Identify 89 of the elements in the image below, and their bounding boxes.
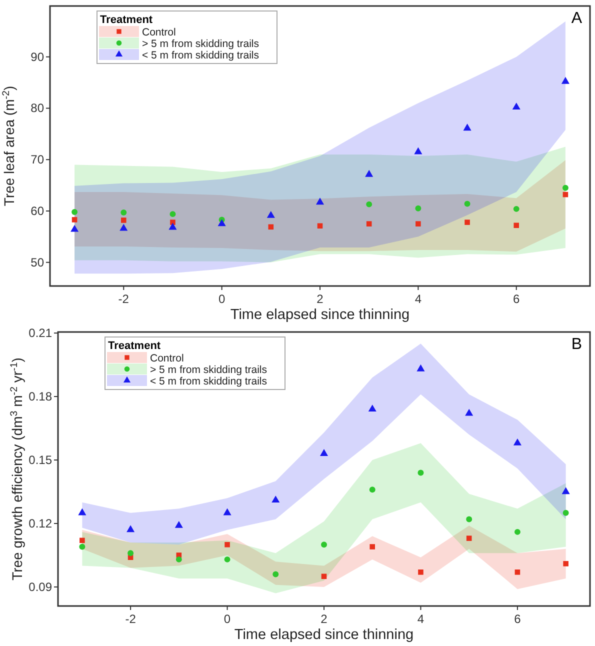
x-tick-label: 2 bbox=[320, 612, 328, 626]
point bbox=[320, 449, 328, 456]
y-tick-label: 90 bbox=[30, 50, 44, 64]
point bbox=[126, 525, 135, 532]
point bbox=[513, 438, 522, 446]
point bbox=[321, 574, 327, 580]
point bbox=[416, 364, 425, 372]
point bbox=[562, 510, 569, 516]
point bbox=[463, 124, 472, 131]
point bbox=[368, 404, 376, 412]
point bbox=[120, 218, 126, 223]
point bbox=[266, 210, 275, 218]
x-axis-title: Time elapsed since thinning bbox=[234, 627, 414, 643]
x-axis-title: Time elapsed since thinning bbox=[230, 307, 410, 323]
annotation: B bbox=[571, 336, 582, 353]
point bbox=[72, 217, 78, 222]
x-tick-label: 6 bbox=[513, 292, 520, 306]
point bbox=[562, 184, 568, 191]
point bbox=[465, 408, 474, 416]
point bbox=[272, 571, 279, 578]
point bbox=[80, 538, 85, 544]
point bbox=[464, 200, 470, 207]
legend-label: Control bbox=[142, 26, 176, 38]
y-tick-label: 0.21 bbox=[28, 326, 52, 340]
x-tick-label: 2 bbox=[316, 292, 324, 306]
legend-label: > 5 m from skidding trails bbox=[142, 38, 259, 50]
x-tick-label: 4 bbox=[417, 612, 424, 626]
point bbox=[514, 570, 520, 575]
y-tick-label: 0.09 bbox=[28, 580, 52, 594]
point bbox=[464, 220, 470, 225]
point bbox=[513, 206, 520, 212]
point bbox=[70, 224, 79, 232]
point bbox=[365, 170, 374, 177]
y-tick-label: 60 bbox=[30, 204, 44, 218]
point bbox=[415, 205, 422, 212]
point bbox=[120, 210, 127, 216]
point bbox=[418, 570, 424, 575]
point bbox=[512, 102, 520, 110]
point bbox=[418, 470, 424, 476]
point bbox=[366, 201, 372, 208]
point bbox=[224, 556, 230, 562]
point bbox=[223, 508, 232, 516]
legend-title: Treatment bbox=[100, 14, 153, 26]
point bbox=[272, 496, 280, 503]
point bbox=[514, 222, 520, 228]
point bbox=[370, 544, 376, 550]
point bbox=[72, 209, 78, 215]
point bbox=[416, 221, 421, 226]
legend-title: Treatment bbox=[108, 340, 161, 352]
point bbox=[366, 221, 372, 226]
y-tick-label: 50 bbox=[30, 255, 44, 270]
legend-label: Control bbox=[150, 352, 184, 364]
point bbox=[561, 76, 570, 84]
y-tick-label: 80 bbox=[30, 101, 44, 116]
y-tick-label: 0.12 bbox=[28, 516, 52, 530]
point bbox=[466, 536, 472, 541]
point bbox=[170, 211, 176, 218]
point bbox=[562, 487, 570, 494]
point bbox=[79, 544, 86, 550]
y-tick-label: 70 bbox=[30, 152, 44, 167]
legend-label: < 5 m from skidding trails bbox=[142, 50, 259, 62]
x-tick-label: 4 bbox=[414, 292, 422, 306]
point bbox=[317, 223, 323, 229]
y-tick-label: 0.18 bbox=[28, 390, 52, 404]
point bbox=[514, 528, 520, 535]
x-tick-label: 0 bbox=[224, 612, 231, 626]
point bbox=[174, 520, 183, 528]
point bbox=[563, 561, 568, 566]
point bbox=[369, 486, 376, 493]
x-tick-label: -2 bbox=[118, 292, 130, 306]
y-tick-label: 0.15 bbox=[28, 453, 52, 468]
x-tick-label: 6 bbox=[514, 612, 522, 626]
legend-label: < 5 m from skidding trails bbox=[150, 376, 267, 388]
point bbox=[120, 224, 128, 231]
point bbox=[224, 542, 230, 548]
point bbox=[316, 198, 324, 205]
point bbox=[414, 147, 422, 154]
point bbox=[128, 550, 134, 556]
point bbox=[78, 508, 86, 516]
legend-label: > 5 m from skidding trails bbox=[150, 364, 267, 376]
point bbox=[321, 542, 327, 548]
point bbox=[218, 219, 226, 226]
x-tick-label: 0 bbox=[218, 292, 226, 306]
point bbox=[170, 220, 176, 225]
point bbox=[168, 222, 177, 230]
point bbox=[176, 556, 182, 562]
x-tick-label: -2 bbox=[125, 612, 136, 626]
annotation: A bbox=[571, 10, 582, 27]
point bbox=[466, 516, 472, 522]
